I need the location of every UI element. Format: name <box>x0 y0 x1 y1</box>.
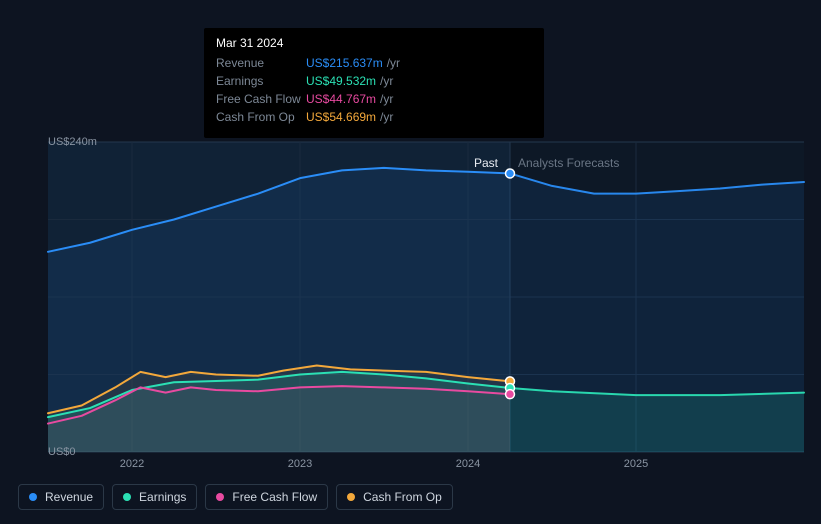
legend-label: Free Cash Flow <box>232 490 317 504</box>
tooltip-row-value: US$44.767m <box>306 92 376 106</box>
x-axis-label: 2023 <box>288 458 312 470</box>
tooltip-row-unit: /yr <box>387 56 400 70</box>
legend-dot <box>29 493 37 501</box>
chart-tooltip: Mar 31 2024 RevenueUS$215.637m/yrEarning… <box>204 28 544 138</box>
chart-svg <box>48 142 804 452</box>
y-axis-label: US$0 <box>48 446 90 458</box>
legend-item[interactable]: Cash From Op <box>336 484 453 510</box>
past-label: Past <box>474 156 498 170</box>
tooltip-row: Cash From OpUS$54.669m/yr <box>216 110 532 128</box>
tooltip-row-unit: /yr <box>380 110 393 124</box>
legend-label: Cash From Op <box>363 490 442 504</box>
tooltip-row-unit: /yr <box>380 92 393 106</box>
legend-dot <box>123 493 131 501</box>
tooltip-row: Free Cash FlowUS$44.767m/yr <box>216 92 532 110</box>
legend-item[interactable]: Revenue <box>18 484 104 510</box>
legend-label: Earnings <box>139 490 186 504</box>
tooltip-row-label: Earnings <box>216 74 306 88</box>
legend-dot <box>347 493 355 501</box>
tooltip-row-value: US$54.669m <box>306 110 376 124</box>
tooltip-row-label: Cash From Op <box>216 110 306 124</box>
x-axis-label: 2024 <box>456 458 480 470</box>
tooltip-row-value: US$215.637m <box>306 56 383 70</box>
legend-item[interactable]: Earnings <box>112 484 197 510</box>
forecast-label: Analysts Forecasts <box>518 156 619 170</box>
legend: Revenue Earnings Free Cash Flow Cash From O… <box>18 484 453 510</box>
tooltip-row-value: US$49.532m <box>306 74 376 88</box>
y-axis-label: US$240m <box>48 136 90 148</box>
tooltip-row-label: Revenue <box>216 56 306 70</box>
tooltip-row-unit: /yr <box>380 74 393 88</box>
x-axis-label: 2022 <box>120 458 144 470</box>
legend-item[interactable]: Free Cash Flow <box>205 484 328 510</box>
tooltip-row: RevenueUS$215.637m/yr <box>216 56 532 74</box>
chart-plot-area[interactable]: Past Analysts Forecasts US$240mUS$020222… <box>48 142 804 452</box>
tooltip-row: EarningsUS$49.532m/yr <box>216 74 532 92</box>
x-axis-label: 2025 <box>624 458 648 470</box>
legend-dot <box>216 493 224 501</box>
chart-container: Past Analysts Forecasts US$240m US$0 2022 2… <box>18 10 804 490</box>
legend-label: Revenue <box>45 490 93 504</box>
tooltip-row-label: Free Cash Flow <box>216 92 306 106</box>
tooltip-date: Mar 31 2024 <box>216 36 532 50</box>
